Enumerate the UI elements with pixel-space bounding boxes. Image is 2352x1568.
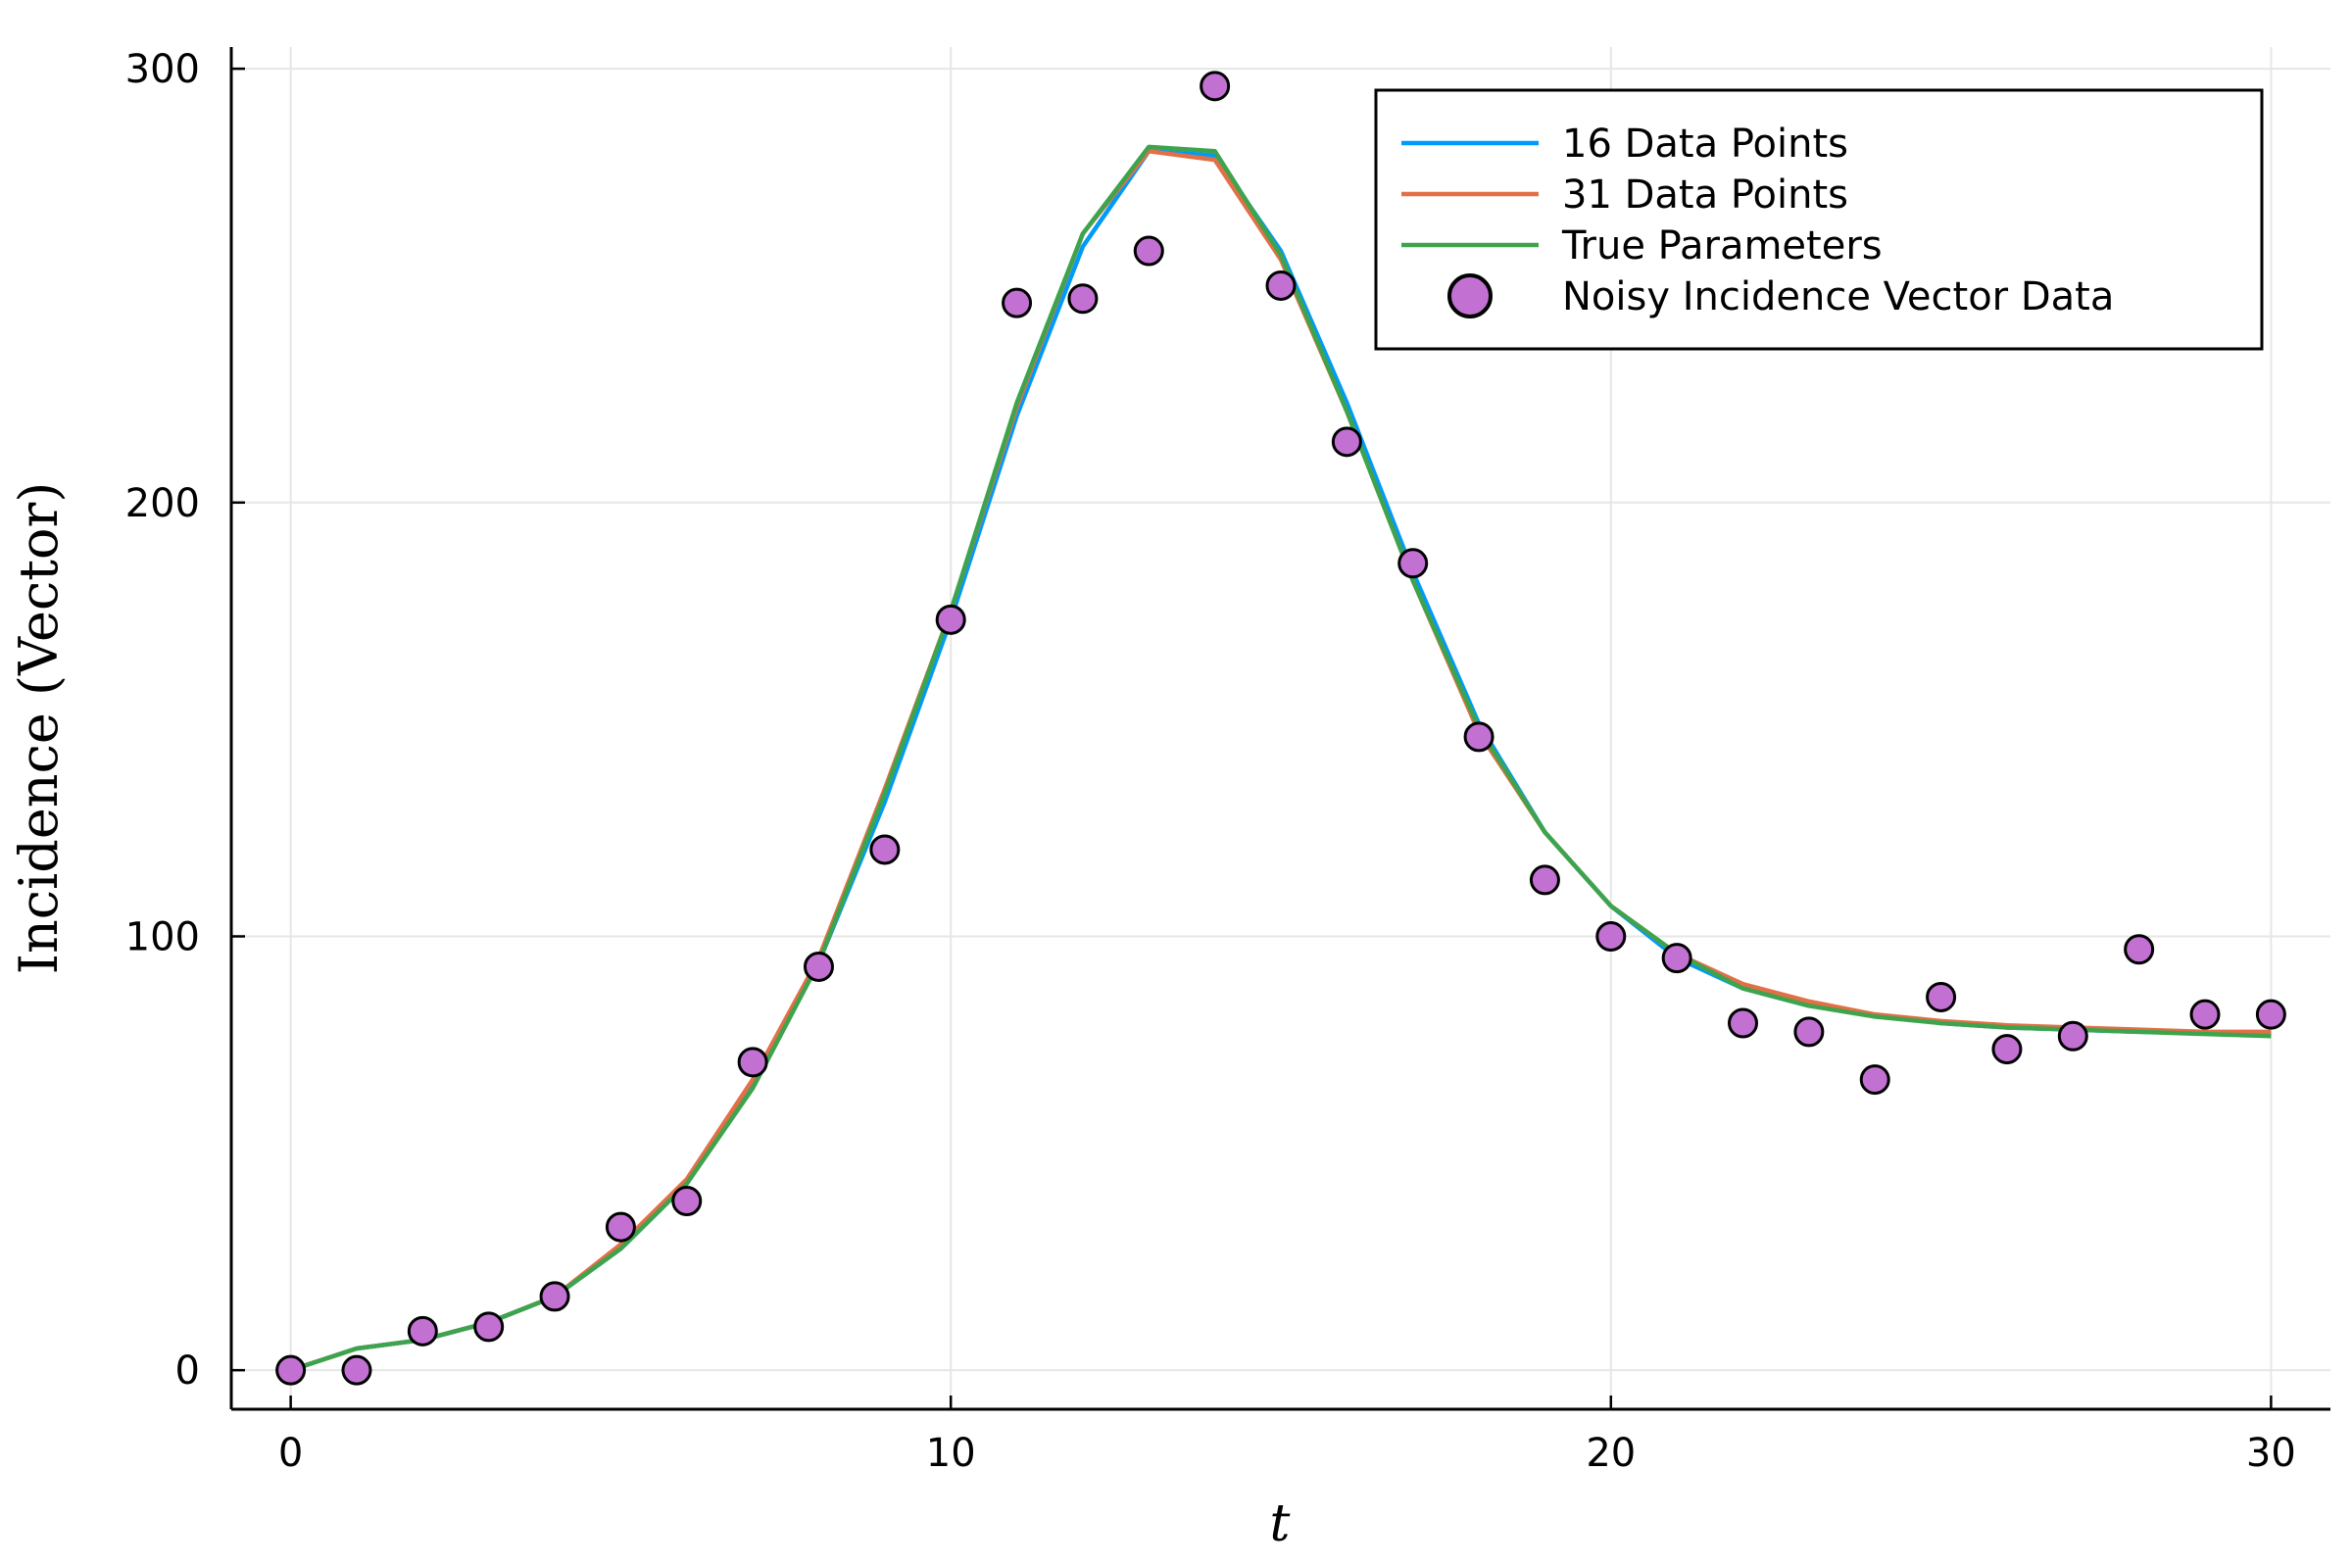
x-tick-label: 10 [926,1431,976,1476]
series-lines [289,144,2272,1373]
data-point [671,1186,703,1217]
legend-label: True Parameters [1561,223,1883,269]
data-point [1926,981,1957,1012]
data-point [2189,999,2221,1030]
data-point [605,1211,636,1243]
series-line-3 [289,144,2272,1373]
data-point [341,1354,372,1386]
y-axis-title: Incidence (Vector) [8,482,70,975]
data-point [803,951,834,982]
legend-box [1374,88,2264,351]
data-point [1859,1064,1890,1096]
data-point [539,1281,570,1312]
legend-swatch [1447,273,1493,318]
data-point [869,834,901,865]
x-tick-label: 30 [2246,1431,2296,1476]
y-tick-label: 200 [125,481,200,526]
data-point [1133,235,1164,267]
data-point [2057,1020,2088,1052]
data-point [1595,920,1627,952]
y-tick-label: 0 [175,1348,200,1394]
data-point [1529,864,1560,896]
y-tick-label: 300 [125,47,200,92]
data-point [473,1311,505,1343]
scatter-points [275,71,2286,1386]
data-point [1200,71,1231,102]
data-point [1397,548,1429,579]
legend-entries: 16 Data Points 31 Data Points True Paramet… [1401,122,2114,319]
data-point [407,1315,438,1347]
axes [229,47,2330,1411]
x-tick-label: 20 [1586,1431,1636,1476]
y-tick-label: 100 [125,914,200,959]
data-point [1067,283,1099,315]
data-point [1728,1007,1759,1039]
data-point [1661,943,1692,974]
data-point [1991,1034,2023,1065]
legend-label: Noisy Incidence Vector Data [1562,274,2114,319]
data-point [275,1354,307,1386]
data-point [1265,270,1297,301]
data-point [935,604,966,635]
data-point [1793,1016,1825,1048]
x-axis-title: t [1270,1494,1291,1553]
data-point [1331,426,1362,458]
data-point [2124,934,2155,965]
legend-label: 31 Data Points [1562,172,1848,218]
legend-label: 16 Data Points [1562,122,1848,167]
data-point [1463,721,1494,753]
data-point [737,1047,768,1078]
legend: 16 Data Points 31 Data Points True Paramet… [1374,88,2264,351]
data-point [2255,999,2286,1030]
data-point [1002,287,1033,318]
x-tick-label: 0 [278,1431,303,1476]
